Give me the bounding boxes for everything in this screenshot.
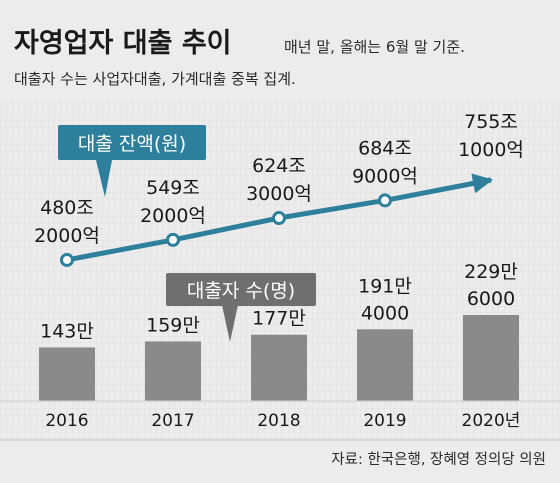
callout-box (58, 125, 206, 160)
bar-data-label: 191만 (358, 275, 412, 297)
bar-data-label: 177만 (252, 308, 306, 330)
line-data-label: 755조 (464, 111, 518, 133)
source-note: 자료: 한국은행, 장혜영 정의당 의원 (331, 451, 546, 468)
line-data-label: 1000억 (458, 139, 524, 161)
line-data-labels: 480조 2000억 549조 2000억 624조 3000억 684조 9000억 755조… (34, 111, 524, 247)
line-series-loan-balance (60, 173, 493, 267)
callout-box (166, 273, 316, 306)
line-point (272, 211, 286, 226)
bar-data-label: 143만 (40, 320, 94, 342)
bar (463, 315, 519, 401)
bar (39, 347, 95, 401)
line-point (378, 193, 392, 208)
line-data-label: 2000억 (34, 225, 100, 247)
x-tick-label: 2019 (363, 411, 406, 431)
line-data-label: 624조 (252, 155, 306, 177)
legend-callout-loan-balance: 대출 잔액(원) (58, 125, 206, 197)
bar-data-label: 159만 (146, 314, 200, 336)
bar-data-labels: 143만 159만 177만 191만 4000 229만 6000 (40, 261, 518, 342)
x-tick-label: 2018 (257, 411, 300, 431)
bar-data-label: 229만 (464, 261, 518, 283)
chart-note-line2: 대출자 수는 사업자대출, 가계대출 중복 집계. (14, 70, 296, 88)
bar (251, 334, 307, 401)
callout-pointer (96, 160, 112, 197)
chart-note-line1: 매년 말, 올해는 6월 말 기준. (284, 38, 465, 56)
x-axis-tick-labels: 2016 2017 2018 2019 2020년 (45, 411, 520, 431)
line-data-label: 480조 (40, 197, 94, 219)
line-arrowhead (471, 173, 493, 194)
line-data-label: 549조 (146, 177, 200, 199)
x-tick-label: 2016 (45, 411, 88, 431)
line-point (166, 232, 180, 247)
line-data-label: 9000억 (352, 165, 418, 187)
line-data-label: 2000억 (140, 205, 206, 227)
x-tick-label: 2020년 (462, 411, 521, 431)
legend-label-loan-balance: 대출 잔액(원) (78, 133, 186, 155)
bar-data-label: 4000 (361, 302, 409, 324)
legend-callout-borrowers: 대출자 수(명) (166, 273, 316, 342)
line-point (60, 252, 74, 267)
line-data-label: 684조 (358, 137, 412, 159)
chart-title: 자영업자 대출 추이 (14, 28, 232, 59)
legend-label-borrowers: 대출자 수(명) (187, 280, 295, 302)
line-data-label: 3000억 (246, 183, 312, 205)
bar (145, 341, 201, 401)
bar-series-borrowers (39, 315, 519, 401)
bar (357, 329, 413, 401)
x-tick-label: 2017 (151, 411, 194, 431)
callout-pointer (222, 305, 238, 342)
bar-data-label: 6000 (467, 288, 515, 310)
